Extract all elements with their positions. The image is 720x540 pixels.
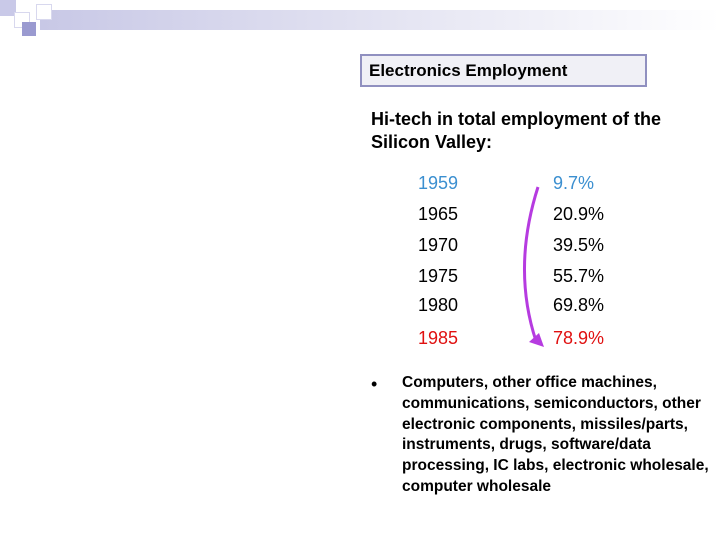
bullet-marker: • [371, 374, 378, 394]
table-row: 1959 9.7% [0, 172, 720, 202]
percent-cell: 78.9% [553, 328, 605, 348]
table-row: 1965 20.9% [0, 203, 720, 233]
decorative-square [0, 0, 16, 16]
percent-cell: 9.7% [553, 173, 595, 193]
year-cell: 1970 [418, 235, 459, 255]
year-cell: 1975 [418, 266, 459, 286]
slide-title: Electronics Employment [360, 54, 647, 87]
table-row: 1985 78.9% [0, 327, 720, 357]
decorative-square [22, 22, 36, 36]
table-row: 1970 39.5% [0, 234, 720, 264]
year-cell: 1985 [418, 328, 459, 348]
percent-cell: 55.7% [553, 266, 605, 286]
bullet-text: Computers, other office machines, commun… [402, 374, 709, 495]
percent-cell: 39.5% [553, 235, 605, 255]
decorative-square [36, 4, 52, 20]
curved-arrow-icon [522, 186, 544, 347]
percent-cell: 20.9% [553, 204, 605, 224]
header-decoration-bar [40, 10, 720, 30]
table-row: 1975 55.7% [0, 265, 720, 295]
slide-subtitle: Hi-tech in total employment of the Silic… [371, 109, 662, 152]
table-row: 1980 69.8% [0, 294, 720, 324]
year-cell: 1965 [418, 204, 459, 224]
percent-cell: 69.8% [553, 295, 605, 315]
year-cell: 1980 [418, 295, 459, 315]
year-cell: 1959 [418, 173, 459, 193]
